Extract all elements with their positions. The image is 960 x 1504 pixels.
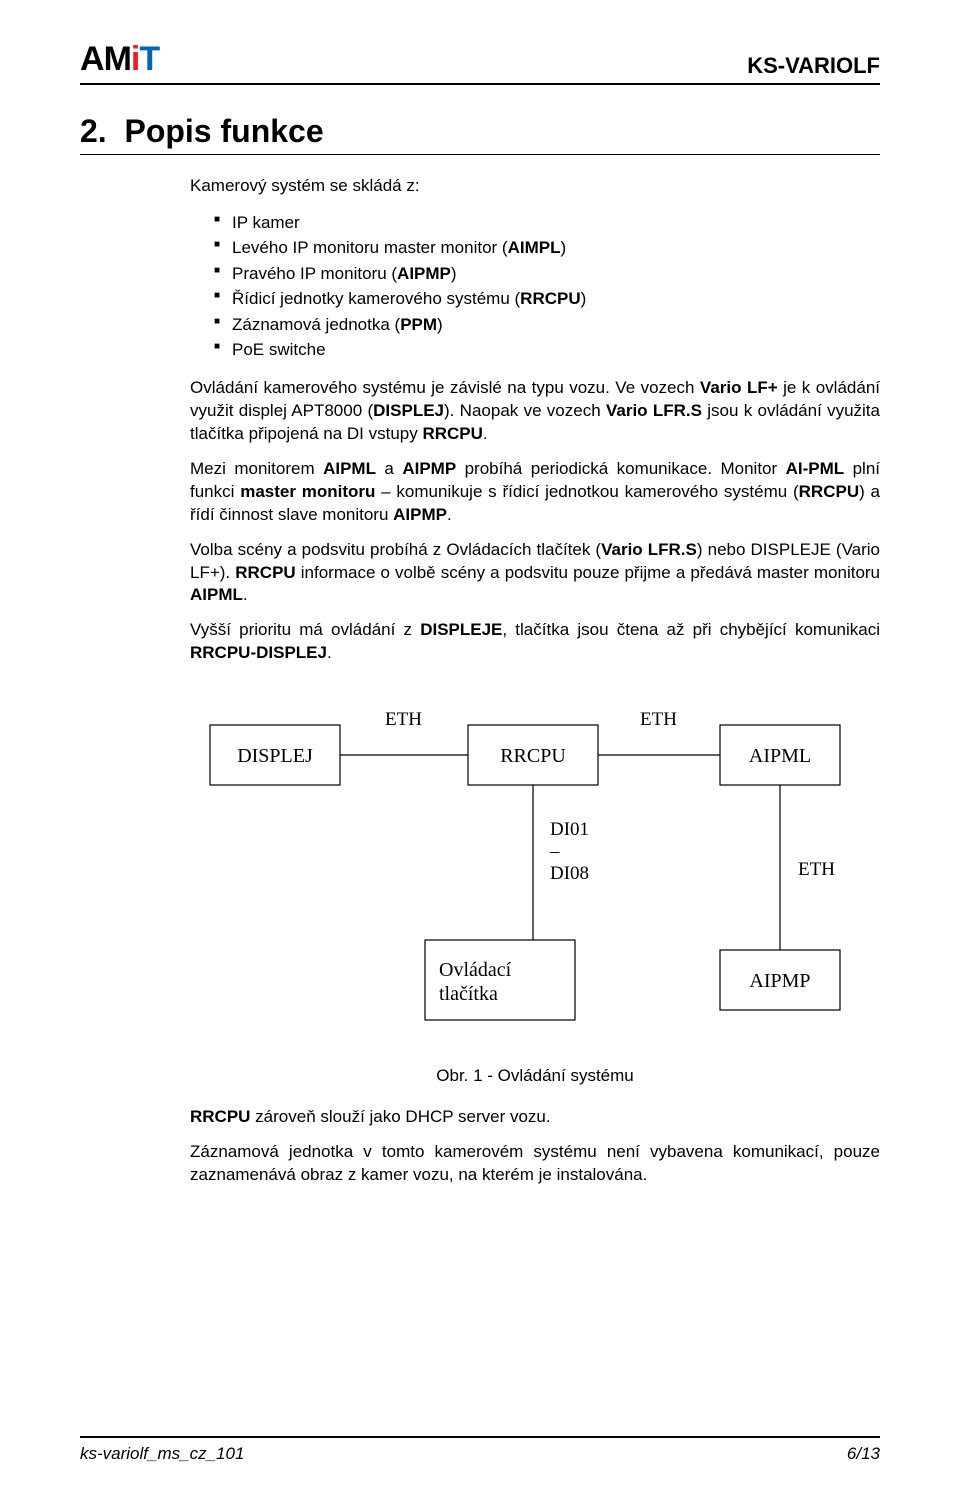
component-list: IP kamer Levého IP monitoru master monit… <box>190 210 880 363</box>
svg-text:RRCPU: RRCPU <box>500 745 566 767</box>
paragraph-2: Mezi monitorem AIPML a AIPMP probíhá per… <box>190 458 880 527</box>
list-item: IP kamer <box>214 210 880 236</box>
body: Kamerový systém se skládá z: IP kamer Le… <box>190 175 880 1187</box>
svg-text:ETH: ETH <box>640 709 677 730</box>
list-item: PoE switche <box>214 337 880 363</box>
svg-text:ETH: ETH <box>798 859 835 880</box>
paragraph-5: RRCPU zároveň slouží jako DHCP server vo… <box>190 1106 880 1129</box>
logo-text: AMiT <box>80 40 159 79</box>
doc-id: KS-VARIOLF <box>747 53 880 79</box>
paragraph-4: Vyšší prioritu má ovládání z DISPLEJE, t… <box>190 619 880 665</box>
list-item: Pravého IP monitoru (AIPMP) <box>214 261 880 287</box>
svg-text:–: – <box>549 841 560 862</box>
flowchart-svg: ETH ETH DI01–DI08 ETH DISPLEJ RRCPU AIPML Ovlád… <box>190 695 860 1040</box>
list-item: Řídicí jednotky kamerového systému (RRCP… <box>214 286 880 312</box>
title-underline <box>80 154 880 155</box>
svg-text:DISPLEJ: DISPLEJ <box>237 745 313 767</box>
footer-right: 6/13 <box>847 1444 880 1464</box>
paragraph-1: Ovládání kamerového systému je závislé n… <box>190 377 880 446</box>
svg-text:DI01: DI01 <box>550 819 589 840</box>
list-item: Levého IP monitoru master monitor (AIMPL… <box>214 235 880 261</box>
intro-text: Kamerový systém se skládá z: <box>190 175 880 198</box>
svg-text:Ovládací: Ovládací <box>439 959 512 981</box>
svg-text:AIPML: AIPML <box>749 745 811 767</box>
svg-text:AIPMP: AIPMP <box>749 970 810 992</box>
page: AMiT KS-VARIOLF 2. Popis funkce Kamerový… <box>0 0 960 1504</box>
section-title: 2. Popis funkce <box>80 113 880 150</box>
figure-caption: Obr. 1 - Ovládání systému <box>190 1065 880 1088</box>
logo: AMiT <box>80 40 159 79</box>
page-header: AMiT KS-VARIOLF <box>80 40 880 85</box>
section-number: 2. <box>80 113 107 149</box>
svg-text:tlačítka: tlačítka <box>439 983 498 1005</box>
svg-text:ETH: ETH <box>385 709 422 730</box>
section-name: Popis funkce <box>124 113 323 149</box>
paragraph-6: Záznamová jednotka v tomto kamerovém sys… <box>190 1141 880 1187</box>
paragraph-3: Volba scény a podsvitu probíhá z Ovládac… <box>190 539 880 608</box>
svg-text:DI08: DI08 <box>550 863 589 884</box>
list-item: Záznamová jednotka (PPM) <box>214 312 880 338</box>
diagram: ETH ETH DI01–DI08 ETH DISPLEJ RRCPU AIPML Ovlád… <box>190 695 880 1045</box>
page-footer: ks-variolf_ms_cz_101 6/13 <box>80 1436 880 1464</box>
footer-left: ks-variolf_ms_cz_101 <box>80 1444 244 1464</box>
